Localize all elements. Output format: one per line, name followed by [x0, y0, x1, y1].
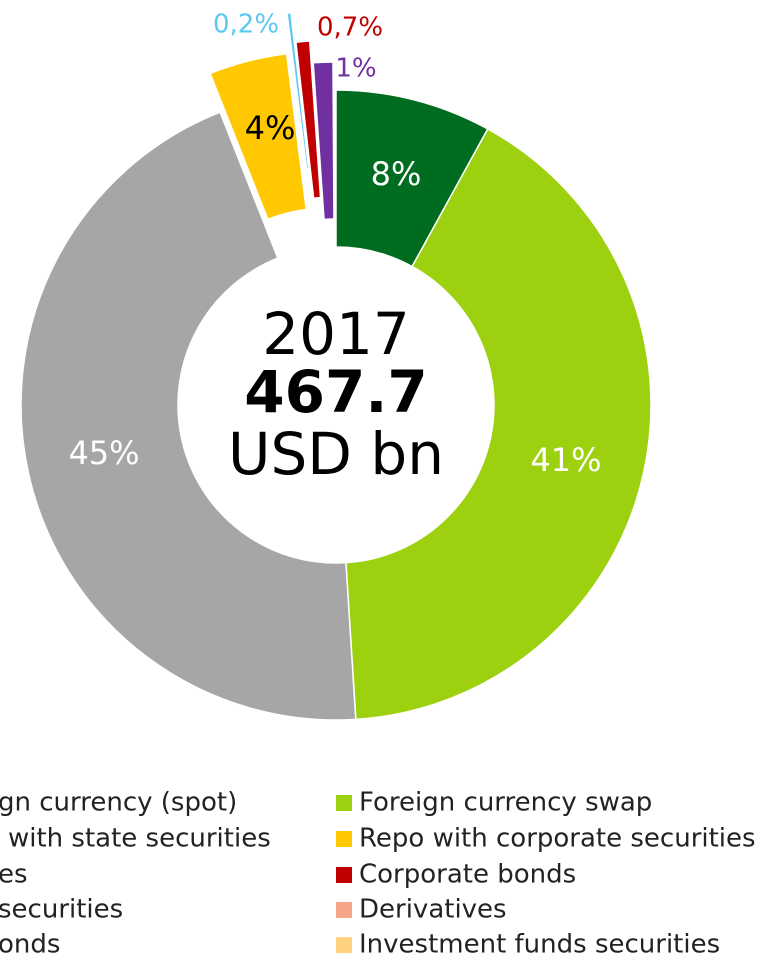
- legend-marker: [336, 831, 352, 847]
- slice-label: 4%: [245, 109, 296, 147]
- donut-slice: [312, 61, 335, 221]
- legend-label: Corporate bonds: [359, 860, 576, 890]
- donut-slice: [286, 11, 310, 170]
- legend-label: Investment funds securities: [359, 930, 720, 958]
- donut-slice: [20, 111, 357, 721]
- legend-marker: [336, 937, 352, 953]
- legend-label: es: [0, 860, 28, 890]
- slice-label: 1%: [335, 54, 376, 84]
- slice-label: 0,7%: [317, 13, 383, 43]
- legend-label: Foreign currency swap: [359, 788, 652, 818]
- center-unit: USD bn: [228, 420, 444, 488]
- legend-label: Repo with corporate securities: [359, 824, 756, 854]
- legend-marker: [336, 867, 352, 883]
- donut-slice: [209, 52, 308, 221]
- slice-label: 45%: [68, 434, 139, 472]
- center-total: 467.7: [244, 358, 427, 426]
- slice-label: 0,2%: [213, 10, 279, 40]
- legend-marker: [336, 902, 352, 918]
- slice-label: 8%: [371, 155, 422, 193]
- center-year: 2017: [262, 300, 410, 368]
- donut-slice: [295, 40, 322, 200]
- slice-label: 41%: [530, 441, 601, 479]
- legend-label: securities: [0, 895, 123, 925]
- legend-marker: [336, 795, 352, 811]
- legend-label: gn currency (spot): [0, 788, 237, 818]
- donut-slice: [345, 127, 652, 721]
- legend-label: with state securities: [8, 824, 271, 854]
- legend-label: onds: [0, 930, 60, 958]
- legend-label: Derivatives: [359, 895, 507, 925]
